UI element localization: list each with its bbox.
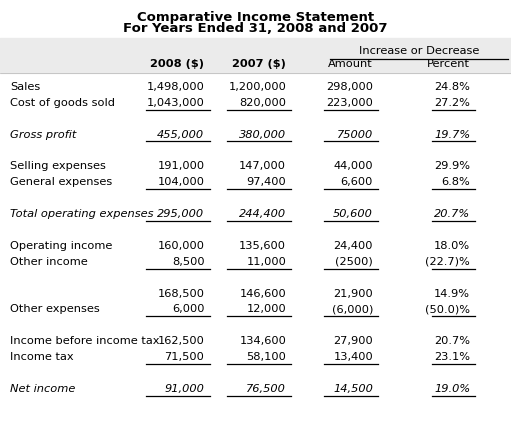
Text: Other expenses: Other expenses [10, 305, 100, 314]
Text: 162,500: 162,500 [157, 336, 204, 346]
Text: 2007 ($): 2007 ($) [233, 60, 286, 69]
Text: 147,000: 147,000 [239, 161, 286, 171]
Text: (6,000): (6,000) [332, 305, 373, 314]
Text: Income before income tax: Income before income tax [10, 336, 160, 346]
Text: 455,000: 455,000 [157, 129, 204, 139]
Text: 1,200,000: 1,200,000 [228, 82, 286, 92]
Text: 13,400: 13,400 [333, 352, 373, 362]
Text: Operating income: Operating income [10, 241, 112, 251]
Text: 18.0%: 18.0% [434, 241, 470, 251]
Text: Comparative Income Statement: Comparative Income Statement [137, 11, 374, 24]
Text: Cost of goods sold: Cost of goods sold [10, 98, 115, 108]
Text: 6.8%: 6.8% [442, 177, 470, 187]
Text: 75000: 75000 [337, 129, 373, 139]
Text: Increase or Decrease: Increase or Decrease [359, 46, 479, 56]
Text: 91,000: 91,000 [165, 384, 204, 394]
Text: 14,500: 14,500 [333, 384, 373, 394]
Text: 27.2%: 27.2% [434, 98, 470, 108]
Text: 6,600: 6,600 [341, 177, 373, 187]
Text: 58,100: 58,100 [246, 352, 286, 362]
Text: General expenses: General expenses [10, 177, 112, 187]
Text: 71,500: 71,500 [165, 352, 204, 362]
Text: 19.0%: 19.0% [434, 384, 470, 394]
Text: 160,000: 160,000 [157, 241, 204, 251]
Text: 20.7%: 20.7% [434, 209, 470, 219]
Text: (22.7)%: (22.7)% [425, 257, 470, 267]
Text: Net income: Net income [10, 384, 76, 394]
Text: Gross profit: Gross profit [10, 129, 77, 139]
Text: (50.0)%: (50.0)% [425, 305, 470, 314]
Text: 2008 ($): 2008 ($) [150, 60, 204, 69]
Text: 76,500: 76,500 [246, 384, 286, 394]
Text: Percent: Percent [427, 60, 470, 69]
Text: Amount: Amount [328, 60, 373, 69]
Text: 20.7%: 20.7% [434, 336, 470, 346]
Text: 134,600: 134,600 [239, 336, 286, 346]
Text: 12,000: 12,000 [246, 305, 286, 314]
Text: 19.7%: 19.7% [434, 129, 470, 139]
Text: 6,000: 6,000 [172, 305, 204, 314]
Text: 295,000: 295,000 [157, 209, 204, 219]
Text: 223,000: 223,000 [326, 98, 373, 108]
Text: Other income: Other income [10, 257, 88, 267]
Text: 135,600: 135,600 [239, 241, 286, 251]
Text: For Years Ended 31, 2008 and 2007: For Years Ended 31, 2008 and 2007 [123, 22, 388, 34]
Text: 298,000: 298,000 [326, 82, 373, 92]
Text: 1,043,000: 1,043,000 [147, 98, 204, 108]
Text: 820,000: 820,000 [239, 98, 286, 108]
Text: 1,498,000: 1,498,000 [147, 82, 204, 92]
Text: 50,600: 50,600 [333, 209, 373, 219]
Text: Selling expenses: Selling expenses [10, 161, 106, 171]
Text: 24,400: 24,400 [334, 241, 373, 251]
Text: 29.9%: 29.9% [434, 161, 470, 171]
Text: 44,000: 44,000 [333, 161, 373, 171]
Text: 11,000: 11,000 [246, 257, 286, 267]
Text: Income tax: Income tax [10, 352, 74, 362]
Text: Total operating expenses: Total operating expenses [10, 209, 154, 219]
Text: 8,500: 8,500 [172, 257, 204, 267]
Text: 191,000: 191,000 [157, 161, 204, 171]
Text: Sales: Sales [10, 82, 40, 92]
Text: 21,900: 21,900 [333, 289, 373, 298]
Text: 27,900: 27,900 [333, 336, 373, 346]
Text: (2500): (2500) [335, 257, 373, 267]
Text: 146,600: 146,600 [240, 289, 286, 298]
Text: 380,000: 380,000 [239, 129, 286, 139]
Text: 14.9%: 14.9% [434, 289, 470, 298]
Text: 23.1%: 23.1% [434, 352, 470, 362]
Text: 24.8%: 24.8% [434, 82, 470, 92]
Text: 168,500: 168,500 [157, 289, 204, 298]
Text: 104,000: 104,000 [157, 177, 204, 187]
Text: 244,400: 244,400 [239, 209, 286, 219]
Text: 97,400: 97,400 [246, 177, 286, 187]
